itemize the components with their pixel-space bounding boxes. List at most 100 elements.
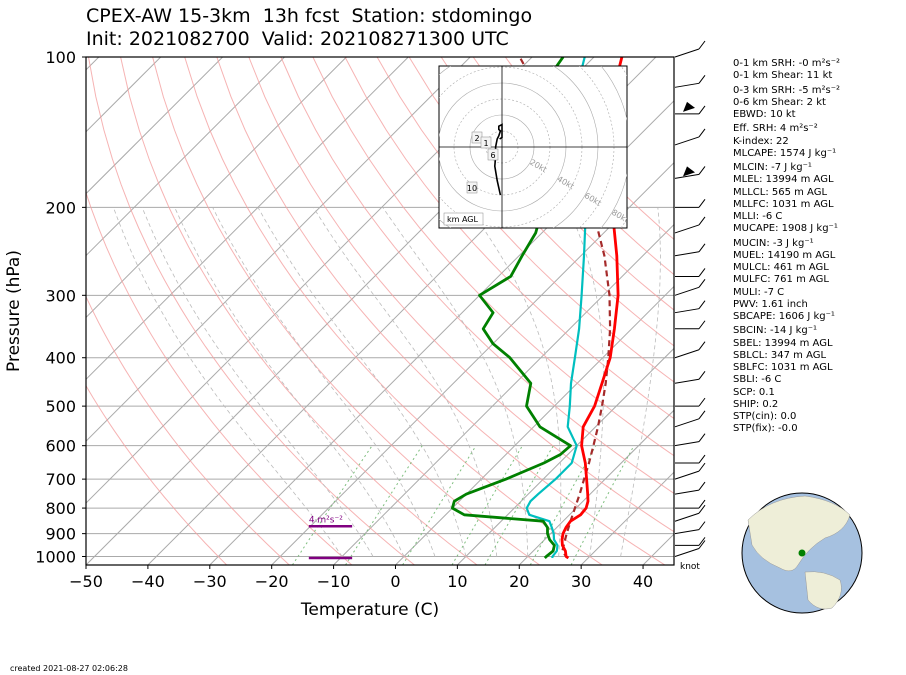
wind-barb: [675, 320, 706, 330]
stat-line: SCP: 0.1: [733, 386, 775, 398]
wind-barb-staff: [674, 308, 700, 314]
dry-adiabat-line: [472, 57, 674, 276]
wind-barb-flag: [698, 410, 706, 420]
wind-barb-flag: [698, 300, 706, 309]
skewt-frame: −50 −40 −30 −20 −10 0 10 20 30 40 100 200 300 400 500 6…: [4, 48, 675, 620]
x-tick-label: −10: [317, 572, 351, 591]
wind-barb-flag: [698, 481, 706, 491]
wind-barb: [675, 199, 706, 208]
stat-line: MULFC: 761 m AGL: [733, 274, 829, 286]
wind-barb-flag: [698, 499, 706, 509]
wind-barb: [674, 166, 706, 179]
moist-adiabat-line: [468, 207, 562, 557]
wind-barb-flag: [698, 268, 706, 277]
moist-adiabat-line: [174, 207, 405, 557]
wind-barb-flag: [698, 540, 706, 549]
stat-line: MUEL: 14190 m AGL: [733, 249, 836, 261]
wind-barb: [674, 128, 706, 146]
wind-barb-flag: [698, 128, 706, 138]
location-globe: [741, 492, 863, 614]
stat-line: MUCAPE: 1908 J kg⁻¹: [733, 223, 838, 235]
wind-barb-flag: [698, 454, 706, 464]
dry-adiabat-line: [280, 57, 674, 495]
x-tick-label: 40: [633, 572, 653, 591]
wind-barb-flag: [698, 105, 706, 115]
x-tick-label: −30: [193, 572, 227, 591]
stat-line: 0-6 km Shear: 2 kt: [733, 96, 826, 108]
hodograph-height-box: [480, 136, 492, 149]
mixing-ratio-line: [345, 445, 423, 565]
wind-barb: [675, 268, 706, 277]
wind-barbs: knot: [674, 40, 706, 572]
wind-barb-staff: [674, 136, 700, 146]
isotherm-line: [209, 100, 674, 565]
hodograph-height-marker: 6: [487, 148, 499, 161]
moist-adiabat-line: [382, 207, 529, 557]
isotherm-line: [86, 57, 409, 381]
srh-marker-label: 4 m²s⁻²: [309, 515, 343, 525]
dry-adiabat-line: [86, 384, 228, 565]
y-tick-label: 600: [45, 437, 76, 456]
wind-barb-staff: [674, 82, 700, 88]
x-tick-label: 0: [390, 572, 400, 591]
hodograph-height-marker: 10: [466, 181, 478, 194]
y-tick-label: 200: [45, 198, 76, 217]
x-tick-label: −50: [69, 572, 103, 591]
stat-line: SBCAPE: 1606 J kg⁻¹: [733, 311, 835, 322]
wind-barb: [674, 300, 706, 314]
isotherm-line: [271, 161, 674, 565]
wind-barb: [674, 433, 706, 447]
wind-barb: [674, 540, 706, 557]
stat-line: MULCL: 461 m AGL: [733, 262, 829, 273]
hodograph-height-label: 10: [467, 184, 477, 193]
stat-line: 0-3 km SRH: -5 m²s⁻²: [733, 84, 840, 96]
isotherm-line: [86, 57, 223, 195]
isotherm-line: [580, 471, 674, 565]
wind-barb-staff: [674, 48, 700, 58]
isotherm-line: [395, 285, 674, 565]
wind-barb: [674, 504, 706, 522]
wind-barb-flag: [698, 166, 706, 175]
x-tick-label: −40: [131, 572, 165, 591]
dry-adiabat-line: [86, 191, 353, 565]
globe-landmass: [804, 571, 842, 610]
x-tick-label: 10: [447, 572, 467, 591]
moist-adiabat-line: [313, 207, 498, 557]
wind-barb-pennant: [683, 166, 695, 177]
dry-adiabat-line: [376, 57, 674, 383]
stat-line: SBCIN: -14 J kg⁻¹: [733, 325, 818, 337]
wind-barb: [675, 101, 706, 115]
dry-adiabat-line: [88, 57, 415, 565]
hodograph-legend: km AGL: [447, 215, 479, 224]
isotherm-line: [86, 57, 471, 442]
barb-unit-label: knot: [680, 562, 700, 572]
wind-barb-flag: [698, 216, 706, 226]
hodograph-height-marker: 2: [471, 131, 483, 144]
hodograph-height-label: 2: [474, 134, 479, 143]
wind-barb-staff: [674, 286, 700, 296]
wind-barb: [675, 537, 706, 546]
dry-adiabat-line: [120, 57, 478, 565]
stat-line: SHIP: 0.2: [733, 398, 779, 410]
mixing-ratio-line: [451, 445, 523, 565]
dry-adiabat-line: [312, 57, 674, 457]
stat-line: MULI: -7 C: [733, 286, 785, 298]
hodograph-legend-box: [443, 212, 484, 226]
globe-landmass: [747, 495, 851, 572]
mixing-ratio-line: [402, 445, 477, 565]
stat-line: K-index: 22: [733, 135, 789, 147]
wind-barb: [674, 481, 706, 495]
wind-barb-staff: [674, 349, 700, 359]
surface-dewpoint-label: 74: [533, 563, 547, 576]
dry-adiabat-line: [248, 57, 674, 533]
stat-line: MLCIN: -7 J kg⁻¹: [733, 162, 812, 173]
wind-barb-staff: [674, 529, 700, 535]
hodograph-height-label: 6: [490, 151, 495, 160]
stat-line: STP(fix): -0.0: [733, 423, 798, 435]
stat-line: 0-1 km Shear: 11 kt: [733, 70, 833, 82]
stat-line: MLCAPE: 1574 J kg⁻¹: [733, 147, 837, 159]
wind-barb-staff: [674, 489, 700, 495]
moist-adiabat-line: [620, 207, 661, 557]
wind-barb: [674, 462, 706, 480]
